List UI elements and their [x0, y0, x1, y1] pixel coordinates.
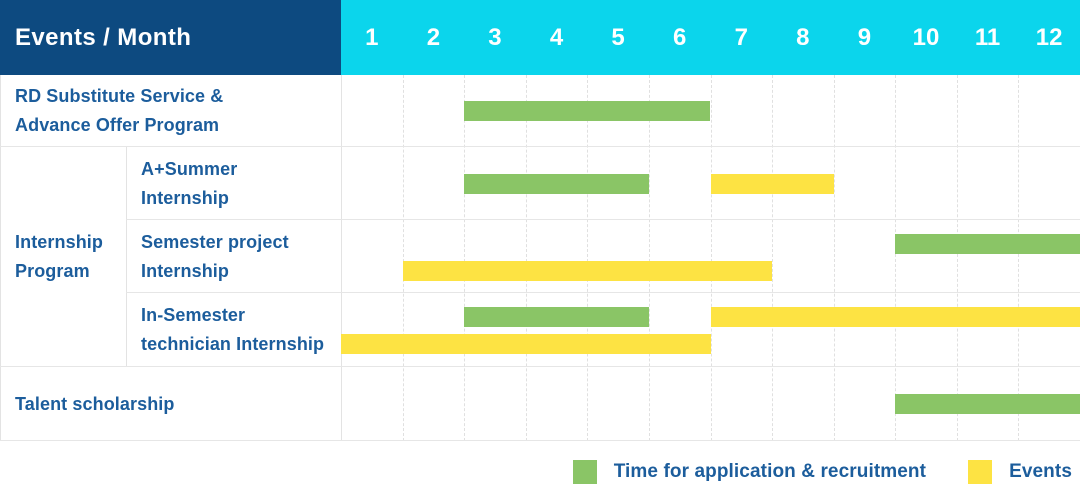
gantt-bar-application: [895, 234, 1080, 254]
month-grid-line: [464, 75, 466, 441]
row-divider-line: [126, 292, 1080, 293]
row-label-cell: RD Substitute Service & Advance Offer Pro…: [0, 75, 341, 147]
group-label-line: Program: [15, 261, 90, 281]
row-label-line: RD Substitute Service &: [15, 86, 224, 106]
month-grid-line: [587, 75, 589, 441]
month-header-cell: 12: [1035, 23, 1063, 51]
row-label-line: In-Semester: [141, 305, 246, 325]
month-header-cell: 7: [734, 23, 748, 51]
row-divider-line: [0, 146, 1080, 147]
month-grid-line: [833, 75, 835, 441]
month-header-cell: 2: [426, 23, 441, 51]
month-header-cell: 9: [857, 23, 872, 51]
months-header-row: 1 2 3 4 5 6 7 8 9 10 11 12: [341, 0, 1080, 75]
label-column-divider: [341, 75, 342, 441]
legend-label-application: Time for application & recruitment: [613, 461, 927, 482]
month-header-cell: 8: [796, 23, 810, 51]
month-grid-line: [956, 75, 958, 441]
legend-swatch-application: [572, 460, 597, 484]
group-label-line: Internship: [15, 232, 104, 252]
gantt-bar-events: [402, 261, 773, 281]
row-label-cell: Semester project Internship: [126, 220, 341, 293]
month-header-cell: 1: [365, 23, 379, 51]
legend: Time for application & recruitment Event…: [572, 456, 1072, 488]
month-grid-line: [1018, 75, 1020, 441]
row-label-line: Advance Offer Program: [15, 115, 220, 135]
row-label-line: technician Internship: [141, 334, 325, 354]
row-label-line: Internship: [141, 260, 230, 281]
legend-swatch-events: [968, 460, 993, 484]
row-label-cell: In-Semester technician Internship: [126, 293, 341, 367]
month-grid-line: [772, 75, 774, 441]
month-header-cell: 11: [974, 23, 1001, 51]
row-divider-line: [0, 366, 1080, 367]
gantt-bar-events: [341, 334, 711, 354]
row-label-cell: A+Summer Internship: [126, 147, 341, 220]
month-grid-line: [895, 75, 897, 441]
gantt-bar-application: [464, 101, 711, 121]
table-header-events-month: Events / Month: [0, 0, 341, 75]
table-left-border: [0, 75, 1, 441]
row-divider-line: [0, 440, 1080, 441]
row-label-line: Talent scholarship: [15, 393, 175, 414]
row-label-cell: Talent scholarship: [0, 367, 341, 441]
row-label-line: Internship: [141, 187, 230, 208]
gantt-bar-application: [895, 394, 1080, 414]
month-grid-line: [402, 75, 404, 441]
row-label-line: A+Summer: [141, 158, 238, 179]
gantt-bar-events: [710, 307, 1080, 327]
month-header-cell: 3: [488, 23, 502, 51]
month-header-cell: 6: [673, 23, 687, 51]
group-column-divider: [126, 147, 127, 367]
month-header-cell: 10: [912, 23, 940, 51]
month-grid-line: [648, 75, 650, 441]
gantt-bar-application: [464, 173, 649, 194]
gantt-bar-events: [710, 173, 834, 194]
group-label-cell: Internship Program: [0, 147, 126, 367]
month-header-cell: 4: [549, 23, 564, 51]
row-label-line: Semester project: [141, 231, 289, 252]
legend-label-events: Events: [1009, 461, 1072, 482]
month-grid-line: [710, 75, 712, 441]
month-grid-line: [525, 75, 527, 441]
gantt-bar-application: [464, 307, 649, 327]
month-header-cell: 5: [611, 23, 625, 51]
row-divider-line: [126, 219, 1080, 220]
